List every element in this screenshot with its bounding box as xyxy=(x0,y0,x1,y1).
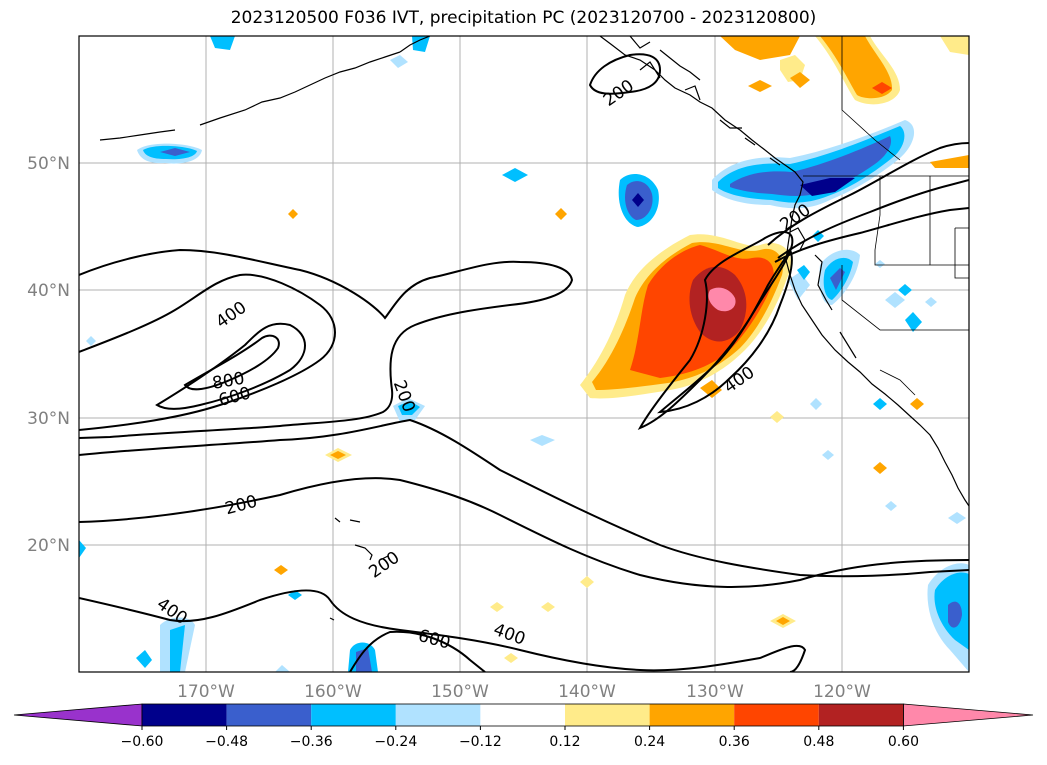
colorbar-tick-label: −0.36 xyxy=(290,734,333,750)
colorbar-tick-label: −0.60 xyxy=(121,734,164,750)
colorbar-outline xyxy=(141,703,904,727)
colorbar-swatch xyxy=(395,704,481,726)
colorbar-tick-label: 0.12 xyxy=(549,734,580,750)
colorbar-swatch xyxy=(480,704,565,726)
coastlines xyxy=(99,36,969,621)
contour-label: 400 xyxy=(720,363,758,398)
map-title: 2023120500 F036 IVT, precipitation PC (2… xyxy=(230,8,817,28)
lat-label: 50°N xyxy=(27,154,70,174)
lon-label: 150°W xyxy=(431,682,489,702)
colorbar-tick-label: 0.60 xyxy=(888,734,919,750)
lat-label: 40°N xyxy=(27,281,70,301)
colorbar-swatch xyxy=(649,704,735,726)
latitude-labels: 50°N 40°N 30°N 20°N xyxy=(27,154,70,556)
colorbar-swatch xyxy=(311,704,396,726)
colorbar-swatch xyxy=(142,704,227,726)
ivt-contours xyxy=(79,53,969,672)
lat-label: 30°N xyxy=(27,409,70,429)
contour-label: 200 xyxy=(365,548,403,583)
contour-label: 600 xyxy=(416,626,453,654)
colorbar-tick-label: 0.24 xyxy=(634,734,665,750)
precipitation-shading xyxy=(79,36,969,672)
plot-frame xyxy=(78,35,970,673)
colorbar-tick-label: −0.24 xyxy=(374,734,417,750)
contour-label: 200 xyxy=(600,76,638,111)
lon-label: 160°W xyxy=(304,682,362,702)
colorbar-extend-low xyxy=(13,703,143,727)
colorbar-swatch xyxy=(734,704,819,726)
contour-label: 200 xyxy=(389,378,419,415)
contour-label: 200 xyxy=(223,492,260,520)
colorbar-swatch xyxy=(818,704,904,726)
lon-label: 120°W xyxy=(813,682,871,702)
colorbar: −0.60 −0.48 −0.36 −0.24 −0.12 0.12 0.24 0.36 0.4… xyxy=(13,703,1034,750)
colorbar-extend-high xyxy=(903,703,1034,727)
lon-label: 140°W xyxy=(558,682,616,702)
colorbar-swatch xyxy=(226,704,312,726)
contour-label: 400 xyxy=(212,298,250,333)
colorbar-tick-label: 0.36 xyxy=(719,734,750,750)
colorbar-swatch xyxy=(565,704,650,726)
longitude-labels: 170°W 160°W 150°W 140°W 130°W 120°W xyxy=(177,682,871,702)
lon-label: 170°W xyxy=(177,682,235,702)
colorbar-tick-label: −0.12 xyxy=(459,734,502,750)
lon-label: 130°W xyxy=(686,682,744,702)
lat-label: 20°N xyxy=(27,536,70,556)
colorbar-tick-label: −0.48 xyxy=(205,734,248,750)
colorbar-tick-label: 0.48 xyxy=(803,734,834,750)
